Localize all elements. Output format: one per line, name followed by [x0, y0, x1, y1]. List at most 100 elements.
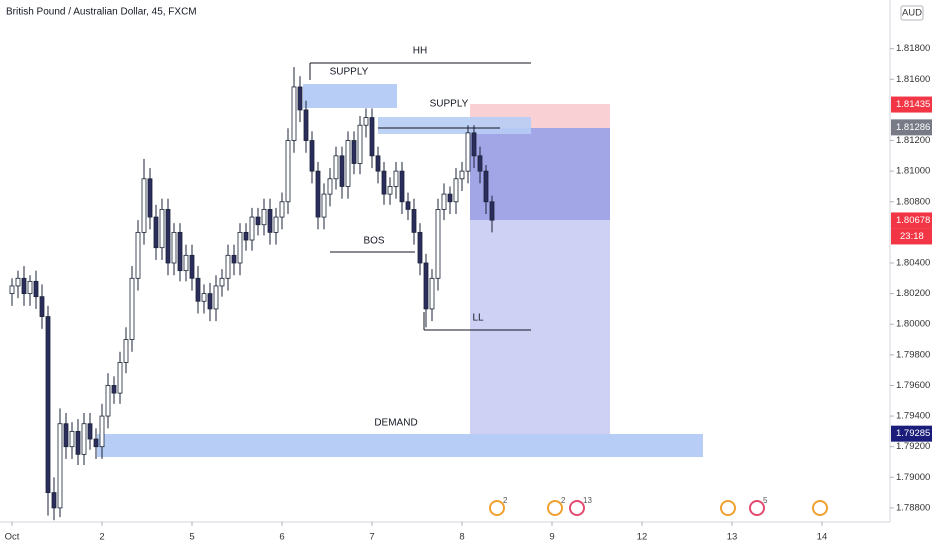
- candle-body: [351, 140, 357, 164]
- candle-body: [123, 339, 129, 363]
- candle-body: [363, 117, 369, 126]
- candle-body: [279, 201, 285, 218]
- y-tick-label: 1.81600: [896, 74, 930, 85]
- events: [489, 500, 828, 516]
- candle-body: [129, 277, 135, 340]
- candle-body: [153, 216, 159, 249]
- event-count: 13: [583, 496, 592, 505]
- candle-body: [231, 254, 237, 264]
- candle-body: [357, 124, 363, 164]
- candle-body: [387, 186, 393, 195]
- candle-body: [39, 296, 45, 317]
- drawings: [309, 62, 531, 331]
- candle-body: [297, 86, 303, 111]
- x-tick-label: Oct: [5, 532, 20, 543]
- candle-body: [249, 216, 255, 241]
- candle-body: [213, 285, 219, 310]
- price-badge: [891, 119, 932, 136]
- currency-label: AUD: [902, 8, 922, 19]
- x-tick-label: 13: [727, 532, 738, 543]
- candle-body: [405, 201, 411, 210]
- x-tick-label: 9: [549, 532, 554, 543]
- event-count: 2: [561, 496, 566, 505]
- candle-body: [483, 170, 489, 203]
- candle-body: [441, 193, 447, 210]
- candle-body: [393, 170, 399, 187]
- candle-body: [183, 254, 189, 272]
- annotation: SUPPLY: [330, 67, 369, 78]
- candle-body: [51, 492, 57, 509]
- candle-body: [81, 423, 87, 455]
- countdown-label: 23:18: [900, 231, 924, 242]
- candle-body: [417, 231, 423, 264]
- candle-body: [255, 216, 261, 226]
- candle-body: [345, 140, 351, 187]
- y-tick-label: 1.79000: [896, 472, 930, 483]
- candle-body: [147, 178, 153, 218]
- candle-body: [201, 293, 207, 302]
- candle-body: [135, 231, 141, 279]
- candle-body: [423, 262, 429, 310]
- candle-body: [15, 277, 21, 287]
- event-count: 2: [503, 496, 508, 505]
- candle-body: [315, 170, 321, 218]
- candle-body: [33, 280, 39, 298]
- candle-body: [207, 293, 213, 310]
- candle-body: [489, 201, 495, 221]
- target-zone: [470, 220, 610, 434]
- candle-body: [69, 430, 75, 448]
- event-icon[interactable]: [569, 500, 585, 516]
- annotation: LL: [472, 313, 484, 324]
- event-icon[interactable]: [720, 500, 736, 516]
- candle-body: [267, 209, 273, 233]
- candle-body: [117, 362, 123, 394]
- candle-body: [9, 285, 15, 295]
- candle-body: [45, 316, 51, 494]
- event-icon[interactable]: [547, 500, 563, 516]
- event-icon[interactable]: [812, 500, 828, 516]
- candle-body: [327, 178, 333, 195]
- candle-body: [21, 277, 27, 295]
- candle-body: [189, 254, 195, 279]
- currency-badge[interactable]: [900, 5, 924, 21]
- candle-body: [93, 438, 99, 448]
- candle-body: [243, 231, 249, 241]
- y-tick-label: 1.81200: [896, 135, 930, 146]
- event-count: 5: [763, 496, 768, 505]
- y-tick-label: 1.80000: [896, 319, 930, 330]
- event-icon[interactable]: [749, 500, 765, 516]
- annotation: BOS: [363, 236, 384, 247]
- y-tick-label: 1.79200: [896, 441, 930, 452]
- annotation: HH: [413, 46, 427, 57]
- candle-body: [273, 216, 279, 233]
- candle-body: [177, 231, 183, 272]
- x-tick-label: 5: [189, 532, 194, 543]
- candle-body: [237, 231, 243, 264]
- candle-body: [105, 385, 111, 417]
- y-tick-label: 1.80800: [896, 196, 930, 207]
- price-badge: [891, 96, 932, 113]
- y-tick-label: 1.80400: [896, 258, 930, 269]
- price-badge-label: 1.81435: [896, 99, 930, 110]
- candle-body: [87, 423, 93, 440]
- y-tick-label: 1.79400: [896, 411, 930, 422]
- candle-body: [291, 86, 297, 141]
- candle-body: [375, 155, 381, 172]
- candle-body: [447, 193, 453, 203]
- candle-body: [381, 170, 387, 195]
- y-tick-label: 1.81800: [896, 43, 930, 54]
- y-tick-label: 1.78800: [896, 502, 930, 513]
- candle-body: [285, 140, 291, 203]
- event-icon[interactable]: [489, 500, 505, 516]
- price-badge: [891, 425, 932, 442]
- price-badge: [891, 212, 932, 229]
- price-badge-label: 1.81286: [896, 122, 930, 133]
- candle-body: [27, 280, 33, 295]
- candle-body: [369, 117, 375, 157]
- supply-zone: [378, 117, 531, 134]
- candle-body: [309, 140, 315, 172]
- candle-body: [429, 277, 435, 310]
- countdown-badge: [891, 228, 932, 245]
- y-tick-label: 1.79800: [896, 349, 930, 360]
